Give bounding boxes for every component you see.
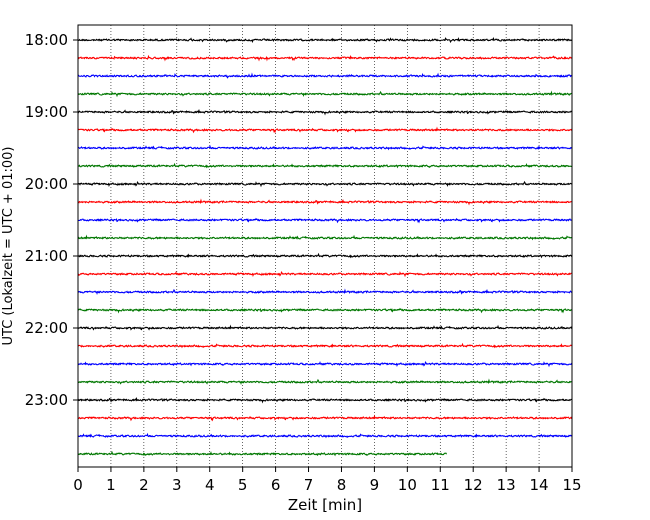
x-tick-label: 5 [238, 476, 248, 494]
trace-1930 [77, 144, 573, 151]
y-tick-label: 20:00 [25, 175, 68, 193]
trace-1800 [77, 36, 573, 44]
trace-2000 [77, 180, 573, 188]
y-tick-label: 19:00 [25, 103, 68, 121]
trace-1945 [77, 162, 573, 169]
trace-2015 [77, 198, 573, 206]
trace-2230 [77, 360, 573, 368]
y-tick-label: 23:00 [25, 391, 68, 409]
trace-2115 [77, 270, 573, 278]
y-tick-label: 18:00 [25, 31, 68, 49]
trace-2200 [77, 324, 573, 331]
x-tick-label: 12 [464, 476, 483, 494]
trace-1845 [77, 90, 573, 98]
x-tick-label: 13 [497, 476, 516, 494]
trace-2030 [77, 217, 573, 224]
y-tick-label: 22:00 [25, 319, 68, 337]
x-tick-label: 2 [139, 476, 149, 494]
x-tick-label: 3 [172, 476, 182, 494]
x-axis: 0 1 2 3 4 5 6 7 8 9 10 11 12 13 14 15 [73, 467, 582, 494]
x-tick-label: 7 [304, 476, 314, 494]
trace-2330 [77, 432, 573, 439]
trace-1830 [77, 72, 573, 79]
y-axis: 18:00 19:00 20:00 21:00 22:00 23:00 [25, 31, 78, 409]
plot-frame [77, 24, 573, 468]
trace-1815 [77, 54, 573, 62]
x-tick-label: 1 [106, 476, 116, 494]
x-tick-label: 15 [562, 476, 581, 494]
trace-2315 [77, 414, 573, 422]
y-tick-label: 21:00 [25, 247, 68, 265]
trace-2130 [77, 288, 573, 295]
x-tick-label: 10 [398, 476, 417, 494]
x-tick-label: 6 [271, 476, 281, 494]
x-tick-label: 4 [205, 476, 215, 494]
trace-2245 [77, 378, 573, 385]
x-tick-label: 8 [337, 476, 347, 494]
trace-2045 [77, 234, 573, 241]
x-axis-label: Zeit [min] [288, 496, 362, 514]
trace-1900 [77, 108, 573, 116]
trace-2145 [77, 307, 573, 314]
x-tick-label: 14 [530, 476, 549, 494]
x-tick-label: 9 [370, 476, 380, 494]
trace-2345 [77, 450, 447, 457]
trace-1915 [77, 126, 573, 134]
x-tick-label: 0 [73, 476, 83, 494]
trace-2100 [77, 252, 573, 259]
x-tick-label: 11 [431, 476, 450, 494]
trace-2300 [77, 396, 573, 404]
y-axis-label: UTC (Lokalzeit = UTC + 01:00) [1, 147, 16, 346]
trace-2215 [77, 342, 573, 349]
seismic-traces [77, 36, 573, 457]
